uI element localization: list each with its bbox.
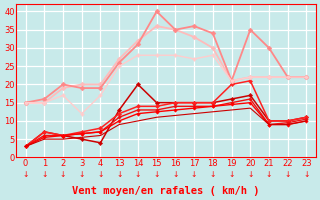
Text: ↓: ↓ <box>154 170 160 179</box>
Text: ↓: ↓ <box>303 170 310 179</box>
Text: ↓: ↓ <box>210 170 216 179</box>
Text: ↓: ↓ <box>41 170 47 179</box>
Text: ↓: ↓ <box>78 170 85 179</box>
Text: ↓: ↓ <box>284 170 291 179</box>
Text: ↓: ↓ <box>97 170 104 179</box>
Text: ↓: ↓ <box>116 170 122 179</box>
Text: ↓: ↓ <box>135 170 141 179</box>
Text: ↓: ↓ <box>22 170 29 179</box>
Text: ↓: ↓ <box>247 170 253 179</box>
Text: ↓: ↓ <box>172 170 179 179</box>
Text: ↓: ↓ <box>60 170 66 179</box>
X-axis label: Vent moyen/en rafales ( km/h ): Vent moyen/en rafales ( km/h ) <box>72 186 260 196</box>
Text: ↓: ↓ <box>191 170 197 179</box>
Text: ↓: ↓ <box>228 170 235 179</box>
Text: ↓: ↓ <box>266 170 272 179</box>
